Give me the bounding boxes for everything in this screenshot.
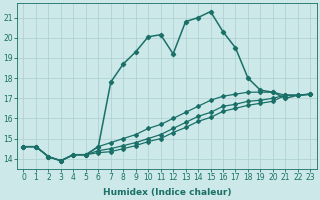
X-axis label: Humidex (Indice chaleur): Humidex (Indice chaleur) xyxy=(103,188,231,197)
